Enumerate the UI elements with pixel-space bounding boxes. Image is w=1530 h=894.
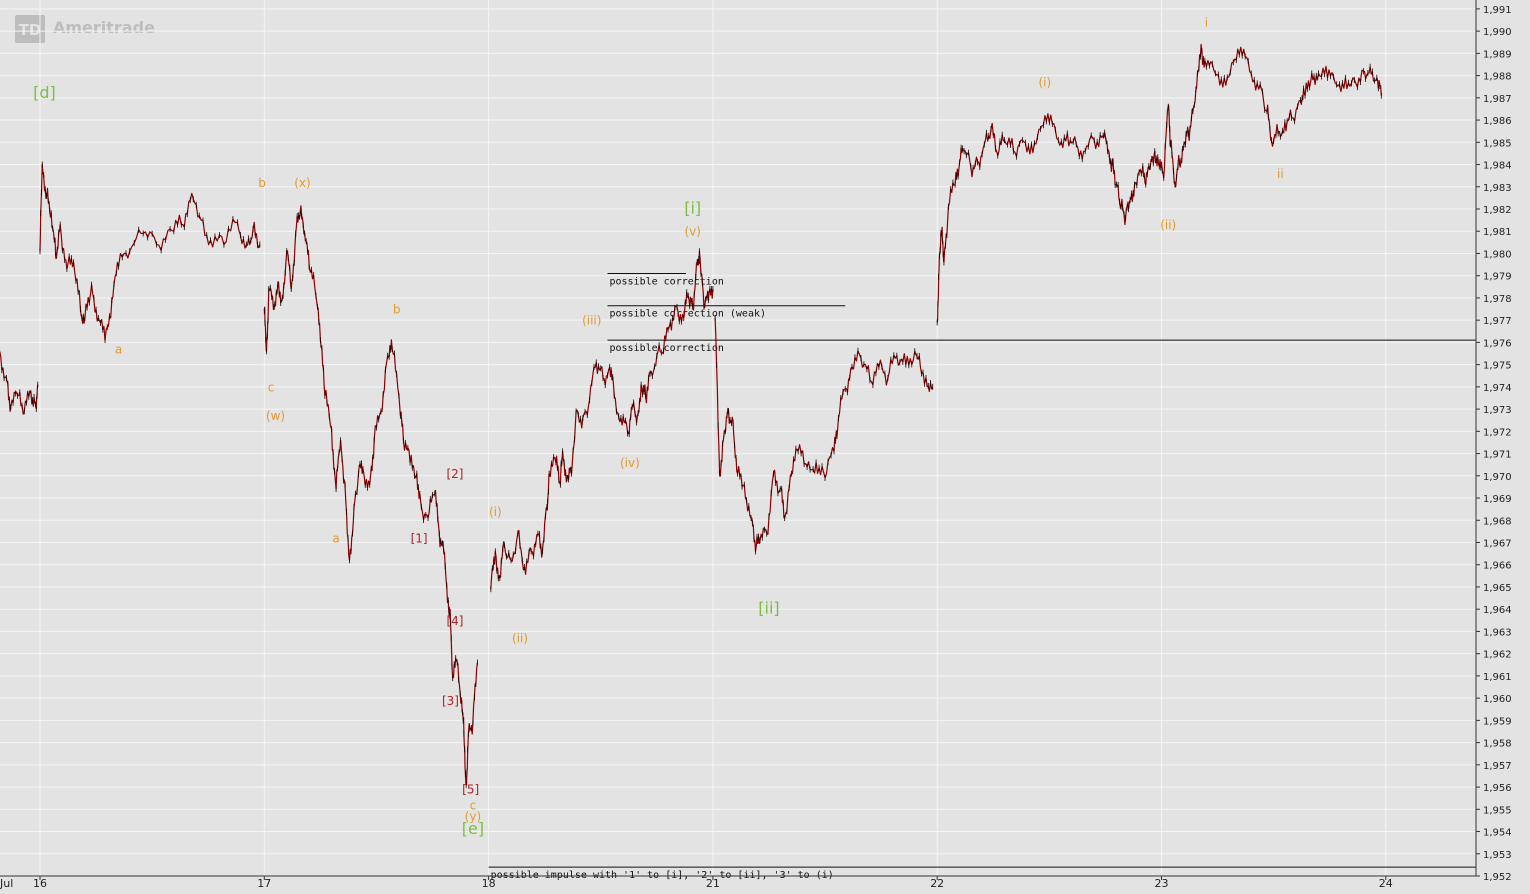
wave-label: [ii] [758, 599, 779, 618]
y-tick-label: 1,989 [1483, 49, 1512, 60]
price-line-segment [39, 163, 261, 341]
logo-mark: TD [19, 21, 42, 39]
y-tick-label: 1,964 [1483, 605, 1512, 616]
y-tick-label: 1,977 [1483, 316, 1512, 327]
y-tick-label: 1,986 [1483, 116, 1512, 127]
wave-label: [4] [446, 614, 463, 628]
y-tick-label: 1,978 [1483, 294, 1512, 305]
wave-label: [2] [446, 467, 463, 481]
y-tick-label: 1,985 [1483, 138, 1512, 149]
y-tick-label: 1,954 [1483, 828, 1512, 839]
y-tick-label: 1,963 [1483, 627, 1512, 638]
y-tick-label: 1,966 [1483, 561, 1512, 572]
y-tick-label: 1,959 [1483, 716, 1512, 727]
correction-line-label: possible correction (weak) [609, 309, 766, 320]
x-tick-label: Jul [0, 877, 13, 890]
y-tick-label: 1,979 [1483, 272, 1512, 283]
wave-label: a [332, 531, 339, 545]
y-tick-label: 1,972 [1483, 427, 1512, 438]
wave-label: (x) [294, 176, 310, 190]
x-tick-label: 24 [1379, 877, 1393, 890]
y-tick-label: 1,958 [1483, 739, 1512, 750]
y-tick-label: 1,970 [1483, 472, 1512, 483]
wave-label: c [268, 380, 275, 394]
price-line-segment [0, 351, 39, 415]
y-tick-label: 1,988 [1483, 72, 1512, 83]
y-tick-label: 1,969 [1483, 494, 1512, 505]
correction-line-label: possible correction [609, 276, 723, 287]
wave-labels: [d]ab (x)c(w)ba[2][1][4][3][5]c(y)[e](i)(… [33, 16, 1284, 838]
y-tick-label: 1,984 [1483, 161, 1512, 172]
price-series [0, 43, 1382, 788]
x-tick-label: 16 [33, 877, 47, 890]
y-tick-label: 1,960 [1483, 694, 1512, 705]
price-line-segment [714, 317, 934, 552]
wave-label: ii [1277, 167, 1284, 181]
y-tick-label: 1,982 [1483, 205, 1512, 216]
y-tick-label: 1,983 [1483, 183, 1512, 194]
wave-label: (i) [489, 505, 502, 519]
y-tick-label: 1,962 [1483, 650, 1512, 661]
y-tick-label: 1,957 [1483, 761, 1512, 772]
wave-label: c [470, 798, 477, 812]
td-logo-icon [15, 15, 45, 43]
grid [0, 0, 1476, 877]
wave-label: [3] [442, 694, 459, 708]
price-line-segment [490, 250, 714, 590]
wave-label: (ii) [512, 632, 528, 646]
x-tick-label: 22 [930, 877, 944, 890]
wave-label: (iv) [620, 456, 640, 470]
wave-label: [d] [33, 83, 56, 102]
y-tick-label: 1,965 [1483, 583, 1512, 594]
wave-label: [1] [411, 531, 428, 545]
y-tick-label: 1,953 [1483, 850, 1512, 861]
x-tick-label: 18 [482, 877, 496, 890]
y-tick-label: 1,973 [1483, 405, 1512, 416]
y-tick-label: 1,974 [1483, 383, 1512, 394]
y-tick-label: 1,991 [1483, 5, 1512, 16]
wave-label: i [1205, 16, 1208, 30]
wave-label: b [258, 176, 266, 190]
y-tick-label: 1,968 [1483, 516, 1512, 527]
y-tick-label: 1,976 [1483, 338, 1512, 349]
brand-name: Ameritrade [53, 18, 155, 37]
wave-label: (v) [684, 225, 700, 239]
x-tick-label: 23 [1155, 877, 1169, 890]
wave-label: (ii) [1160, 218, 1176, 232]
y-tick-label: 1,975 [1483, 361, 1512, 372]
y-tick-label: 1,987 [1483, 94, 1512, 105]
y-tick-label: 1,956 [1483, 783, 1512, 794]
wave-label: (w) [266, 409, 285, 423]
wave-label: b [393, 302, 401, 316]
wave-label: (iii) [582, 314, 601, 328]
x-tick-label: 17 [257, 877, 271, 890]
ameritrade-logo: TD Ameritrade [15, 15, 155, 43]
y-tick-label: 1,952 [1483, 872, 1512, 883]
y-tick-label: 1,971 [1483, 450, 1512, 461]
price-line-segment [936, 43, 1382, 323]
wave-label: a [115, 343, 122, 357]
wave-label: [e] [462, 819, 484, 838]
correction-line-label: possible correction [609, 343, 723, 354]
wave-label: [5] [462, 783, 479, 797]
y-tick-label: 1,967 [1483, 538, 1512, 549]
wave-label: (i) [1039, 76, 1052, 90]
y-tick-label: 1,990 [1483, 27, 1512, 38]
y-tick-label: 1,980 [1483, 249, 1512, 260]
y-tick-label: 1,955 [1483, 805, 1512, 816]
wave-label: [i] [684, 198, 701, 217]
y-tick-label: 1,981 [1483, 227, 1512, 238]
x-tick-label: 21 [706, 877, 720, 890]
y-tick-label: 1,961 [1483, 672, 1512, 683]
wave-label: (y) [465, 809, 481, 823]
